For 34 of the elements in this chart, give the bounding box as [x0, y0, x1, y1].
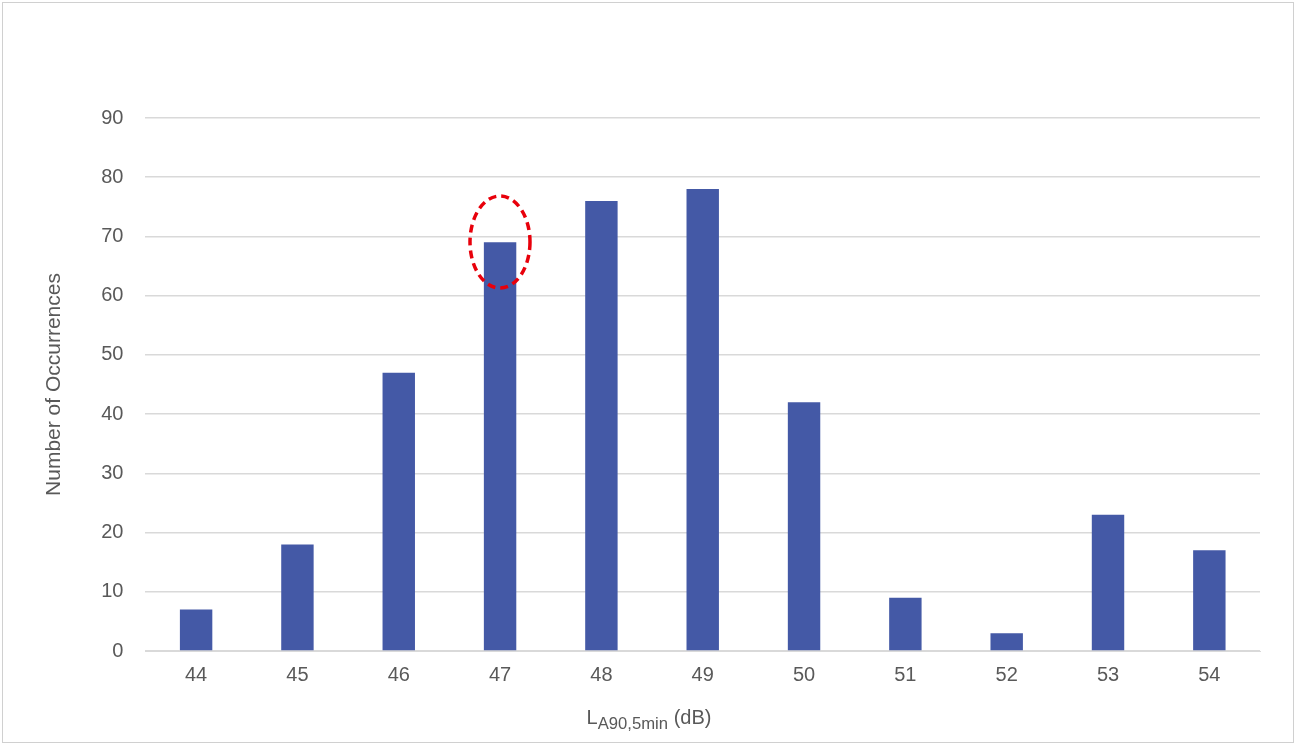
bar	[585, 200, 618, 651]
bar	[787, 402, 821, 651]
y-tick-label: 80	[101, 164, 124, 187]
x-tick-label: 52	[995, 662, 1018, 685]
x-tick-label: 50	[792, 662, 816, 685]
y-tick-label: 20	[101, 520, 124, 543]
y-tick-label: 10	[101, 579, 124, 602]
x-tick-label: 54	[1198, 662, 1221, 685]
x-tick-label: 53	[1096, 662, 1120, 685]
bar	[686, 189, 719, 651]
x-tick-label: 45	[286, 662, 309, 685]
bar	[1193, 550, 1226, 651]
x-tick-label: 44	[184, 662, 208, 685]
x-tick-label: 47	[488, 662, 512, 685]
y-tick-label: 30	[101, 460, 124, 483]
bar	[889, 597, 922, 651]
bar	[281, 544, 314, 651]
x-axis-title: L$_{A90,5min}$ (dB)	[585, 706, 713, 734]
x-tick-label: 46	[387, 662, 410, 685]
bar	[1091, 514, 1125, 651]
x-tick-label: 51	[894, 662, 917, 685]
y-tick-label: 40	[101, 401, 124, 424]
y-tick-label: 60	[101, 283, 124, 306]
y-axis-title: Number of Occurrences	[41, 273, 65, 496]
x-tick-label: 48	[590, 662, 613, 685]
bar	[179, 609, 213, 651]
y-tick-label: 70	[101, 223, 124, 246]
y-tick-label: 50	[101, 342, 124, 365]
bar	[990, 633, 1023, 651]
y-tick-label: 90	[101, 105, 124, 128]
x-tick-label: 49	[691, 662, 714, 685]
bar	[483, 242, 517, 651]
y-tick-label: 0	[112, 638, 124, 661]
bar	[382, 372, 415, 651]
